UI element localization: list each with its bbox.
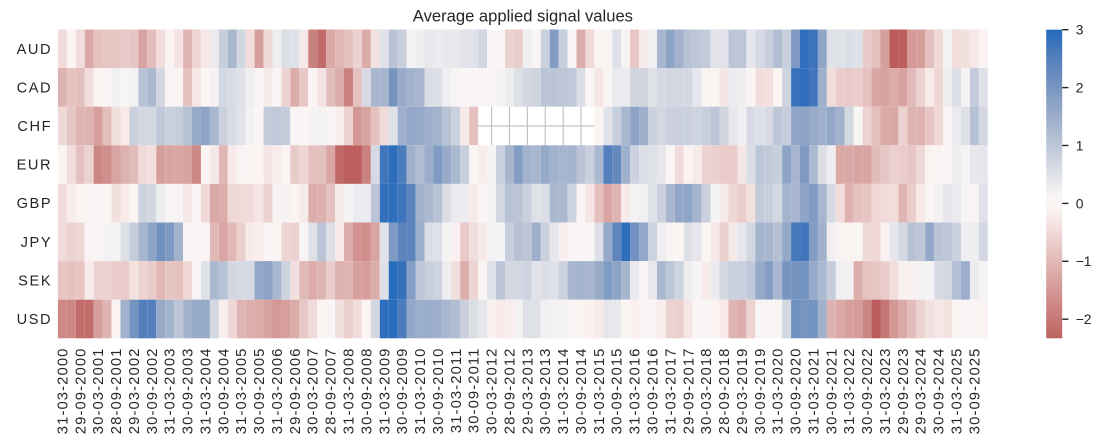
svg-text:30-09-2010: 30-09-2010 <box>431 348 447 435</box>
svg-text:30-09-2002: 30-09-2002 <box>145 348 161 435</box>
svg-text:31-03-2006: 31-03-2006 <box>270 348 286 435</box>
svg-text:30-09-2024: 30-09-2024 <box>932 348 948 435</box>
svg-text:30-09-2009: 30-09-2009 <box>395 348 411 435</box>
svg-text:30-09-2004: 30-09-2004 <box>216 348 232 435</box>
svg-text:31-03-2004: 31-03-2004 <box>198 348 214 435</box>
svg-text:31-03-2020: 31-03-2020 <box>771 348 787 435</box>
svg-text:30-09-2003: 30-09-2003 <box>181 348 197 435</box>
svg-text:29-03-2002: 29-03-2002 <box>127 348 143 435</box>
svg-text:CAD: CAD <box>17 80 53 96</box>
svg-text:30-09-2016: 30-09-2016 <box>646 348 662 435</box>
svg-text:31-03-2010: 31-03-2010 <box>413 348 429 435</box>
svg-text:−1: −1 <box>1076 253 1092 269</box>
svg-text:31-03-2025: 31-03-2025 <box>950 348 966 435</box>
svg-text:AUD: AUD <box>17 42 53 58</box>
svg-text:2: 2 <box>1076 80 1084 96</box>
svg-text:29-03-2024: 29-03-2024 <box>914 348 930 435</box>
svg-text:1: 1 <box>1076 137 1084 153</box>
svg-text:CHF: CHF <box>17 119 52 135</box>
svg-text:29-09-2006: 29-09-2006 <box>288 348 304 435</box>
svg-text:31-03-2000: 31-03-2000 <box>55 348 71 435</box>
svg-text:30-09-2014: 30-09-2014 <box>574 348 590 435</box>
svg-text:28-09-2001: 28-09-2001 <box>109 348 125 435</box>
svg-text:30-09-2013: 30-09-2013 <box>538 348 554 435</box>
svg-text:28-09-2012: 28-09-2012 <box>502 348 518 435</box>
svg-text:30-09-2005: 30-09-2005 <box>252 348 268 435</box>
svg-text:31-03-2023: 31-03-2023 <box>878 348 894 435</box>
svg-text:31-03-2008: 31-03-2008 <box>341 348 357 435</box>
svg-text:31-03-2015: 31-03-2015 <box>592 348 608 435</box>
svg-text:29-03-2013: 29-03-2013 <box>520 348 536 435</box>
svg-text:30-09-2022: 30-09-2022 <box>860 348 876 435</box>
svg-text:EUR: EUR <box>17 158 53 174</box>
svg-text:JPY: JPY <box>21 235 53 251</box>
svg-text:USD: USD <box>17 312 53 328</box>
svg-text:30-09-2021: 30-09-2021 <box>824 348 840 435</box>
svg-text:30-09-2008: 30-09-2008 <box>359 348 375 435</box>
svg-text:30-09-2011: 30-09-2011 <box>467 348 483 434</box>
svg-text:29-09-2000: 29-09-2000 <box>73 348 89 435</box>
svg-text:31-03-2009: 31-03-2009 <box>377 348 393 435</box>
svg-text:29-03-2019: 29-03-2019 <box>735 348 751 435</box>
svg-text:30-03-2007: 30-03-2007 <box>306 348 322 435</box>
svg-text:31-03-2022: 31-03-2022 <box>842 348 858 435</box>
svg-text:0: 0 <box>1076 195 1084 211</box>
svg-text:28-09-2007: 28-09-2007 <box>324 348 340 435</box>
svg-text:30-03-2012: 30-03-2012 <box>485 348 501 435</box>
svg-text:3: 3 <box>1076 22 1084 38</box>
svg-text:31-03-2003: 31-03-2003 <box>163 348 179 435</box>
svg-text:−2: −2 <box>1076 311 1092 327</box>
svg-text:31-03-2014: 31-03-2014 <box>556 348 572 435</box>
svg-text:Average applied signal values: Average applied signal values <box>413 7 633 26</box>
svg-text:30-03-2001: 30-03-2001 <box>91 348 107 435</box>
svg-text:GBP: GBP <box>17 196 53 212</box>
svg-text:31-03-2011: 31-03-2011 <box>449 348 465 434</box>
svg-text:30-09-2019: 30-09-2019 <box>753 348 769 435</box>
svg-text:31-03-2017: 31-03-2017 <box>663 348 679 435</box>
svg-text:31-03-2021: 31-03-2021 <box>806 348 822 435</box>
svg-text:SEK: SEK <box>18 273 52 289</box>
svg-text:31-03-2016: 31-03-2016 <box>628 348 644 435</box>
svg-text:31-03-2005: 31-03-2005 <box>234 348 250 435</box>
svg-text:30-09-2015: 30-09-2015 <box>610 348 626 435</box>
svg-text:29-09-2017: 29-09-2017 <box>681 348 697 435</box>
svg-text:30-03-2018: 30-03-2018 <box>699 348 715 435</box>
svg-text:29-09-2023: 29-09-2023 <box>896 348 912 435</box>
svg-text:28-09-2018: 28-09-2018 <box>717 348 733 435</box>
svg-text:30-09-2020: 30-09-2020 <box>789 348 805 435</box>
svg-text:30-09-2025: 30-09-2025 <box>967 348 983 435</box>
